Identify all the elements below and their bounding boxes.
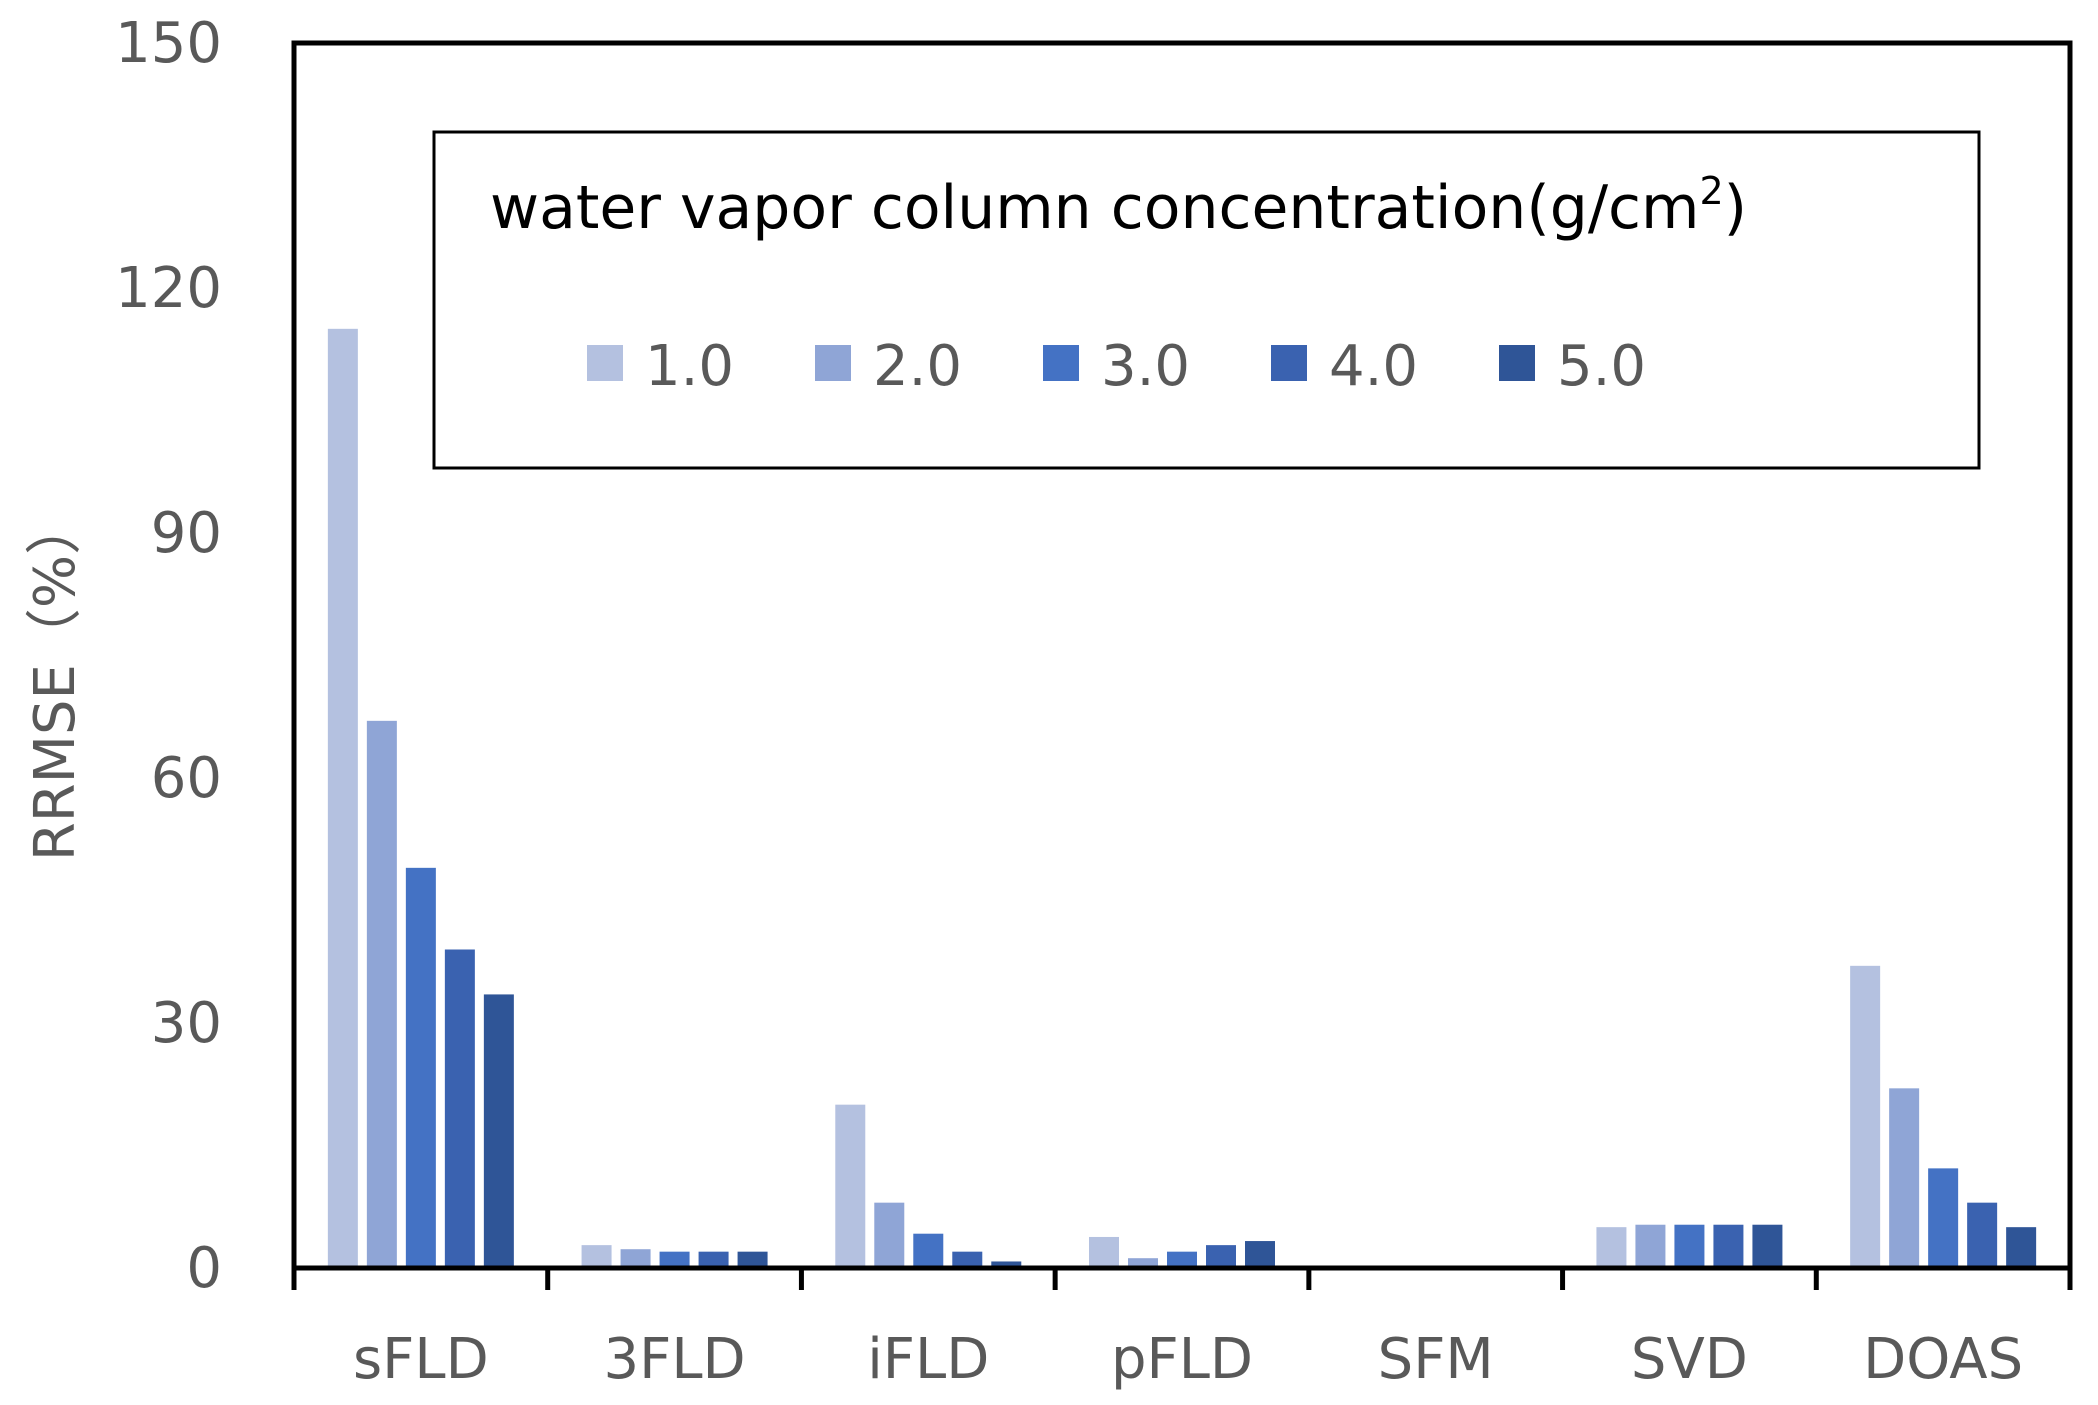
bar [737, 1251, 768, 1268]
bar [620, 1249, 651, 1268]
bar [1850, 965, 1881, 1268]
legend-item-label: 5.0 [1557, 334, 1646, 399]
bars [327, 328, 2037, 1268]
x-category-label: iFLD [867, 1327, 989, 1392]
bar [483, 994, 514, 1268]
legend: water vapor column concentration(g/cm2) … [432, 130, 1981, 470]
legend-swatch [1271, 345, 1307, 381]
bar [874, 1202, 905, 1268]
y-tick-label: 60 [151, 746, 222, 811]
legend-item-label: 2.0 [873, 334, 962, 399]
legend-swatch [587, 345, 623, 381]
bar [327, 328, 358, 1268]
bar [1713, 1224, 1744, 1268]
bar [366, 720, 397, 1268]
y-axis-label: RRMSE（%） [23, 499, 88, 861]
y-tick-label: 90 [151, 501, 222, 566]
bar [405, 867, 436, 1268]
x-category-label: 3FLD [603, 1327, 745, 1392]
legend-swatch [1043, 345, 1079, 381]
bar [1245, 1241, 1275, 1268]
y-tick-label: 120 [115, 256, 222, 321]
y-axis-ticks: 0 30 60 90 120 150 [115, 11, 222, 1301]
bar [991, 1261, 1022, 1268]
legend-swatch [1499, 345, 1535, 381]
x-category-label: sFLD [353, 1327, 489, 1392]
bar [1674, 1224, 1705, 1268]
x-axis-categories: sFLD 3FLD iFLD pFLD SFM SVD DOAS [353, 1327, 2023, 1392]
bar [1752, 1224, 1783, 1268]
y-tick-label: 0 [186, 1236, 222, 1301]
legend-items: 1.0 2.0 3.0 4.0 5.0 [587, 334, 1646, 399]
x-category-label: pFLD [1111, 1327, 1253, 1392]
bar [581, 1245, 612, 1268]
bar [1596, 1227, 1627, 1268]
bar [1635, 1224, 1666, 1268]
x-category-label: DOAS [1863, 1327, 2023, 1392]
y-tick-label: 150 [115, 11, 222, 76]
bar [952, 1251, 983, 1268]
y-tick-label: 30 [151, 991, 222, 1056]
legend-item-label: 3.0 [1101, 334, 1190, 399]
bar [444, 949, 475, 1268]
bar [1928, 1168, 1959, 1268]
bar [2006, 1227, 2037, 1268]
bar [1206, 1245, 1236, 1268]
bar [1089, 1236, 1119, 1268]
bar [1128, 1258, 1158, 1268]
x-category-label: SFM [1378, 1327, 1494, 1392]
x-axis-ticks [291, 1268, 2073, 1290]
legend-title: water vapor column concentration(g/cm2) [490, 169, 1747, 243]
legend-item-label: 4.0 [1329, 334, 1418, 399]
bar [835, 1104, 866, 1268]
legend-box [432, 130, 1981, 470]
bar [1967, 1202, 1998, 1268]
bar [698, 1251, 729, 1268]
x-category-label: SVD [1631, 1327, 1748, 1392]
legend-swatch [815, 345, 851, 381]
bar [1889, 1088, 1920, 1268]
bar [913, 1233, 944, 1268]
legend-item-label: 1.0 [645, 334, 734, 399]
bar [659, 1251, 690, 1268]
bar [1167, 1251, 1197, 1268]
